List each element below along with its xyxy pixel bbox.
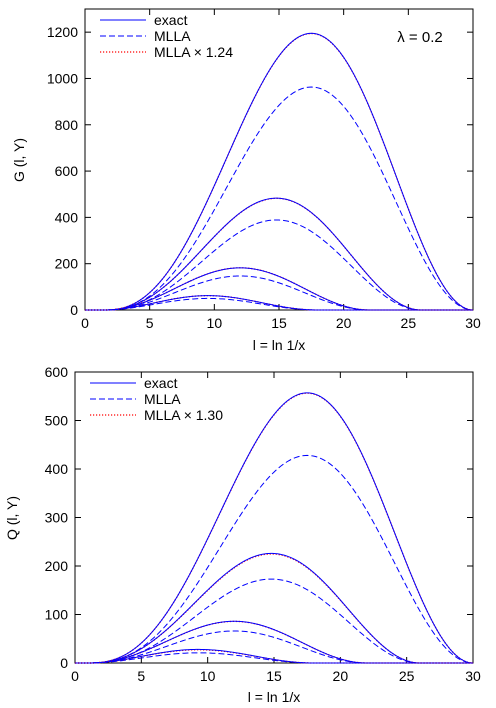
series-line-dotted <box>85 32 474 311</box>
y-tick-label: 400 <box>55 209 79 225</box>
series-line-dashed <box>75 652 473 664</box>
y-tick-label: 500 <box>45 413 69 429</box>
curves <box>75 392 474 664</box>
y-tick-label: 0 <box>60 655 68 671</box>
y-axis-label: Q (l, Y) <box>4 496 20 540</box>
x-tick-label: 20 <box>333 668 349 684</box>
series-line-solid <box>85 295 473 311</box>
legend-label: MLLA <box>154 28 191 44</box>
x-tick-label: 5 <box>146 315 154 331</box>
series-line-dashed <box>75 578 473 664</box>
x-tick-label: 0 <box>81 315 89 331</box>
y-ticks: 0 100 200 300 400 500 600 <box>45 364 473 671</box>
x-tick-label: 10 <box>200 668 216 684</box>
series-line-solid <box>75 648 473 664</box>
y-ticks: 0 200 400 600 800 1000 1200 <box>47 24 473 318</box>
y-tick-label: 100 <box>45 607 69 623</box>
x-tick-label: 25 <box>401 315 417 331</box>
y-tick-label: 400 <box>45 461 69 477</box>
plot-frame <box>84 8 474 311</box>
y-tick-label: 800 <box>55 117 79 133</box>
plot-frame <box>74 371 474 664</box>
x-axis-label: l = ln 1/x <box>248 689 301 705</box>
series-line-solid <box>75 392 474 664</box>
legend-label: MLLA <box>144 391 181 407</box>
series-line-solid <box>85 32 474 311</box>
y-tick-label: 200 <box>55 256 79 272</box>
y-tick-label: 300 <box>45 510 69 526</box>
y-tick-label: 1000 <box>47 70 78 86</box>
series-line-dashed <box>85 86 474 311</box>
series-line-dotted <box>75 620 473 664</box>
x-tick-label: 25 <box>399 668 415 684</box>
x-tick-label: 20 <box>336 315 352 331</box>
legend-label: MLLA × 1.24 <box>154 44 233 60</box>
x-tick-label: 5 <box>137 668 145 684</box>
x-ticks: 0 5 10 15 20 25 30 <box>81 9 481 331</box>
series-line-dotted <box>85 197 473 311</box>
series-line-solid <box>85 197 473 311</box>
x-tick-label: 10 <box>207 315 223 331</box>
y-tick-label: 200 <box>45 558 69 574</box>
legend-label: exact <box>154 12 188 28</box>
x-tick-label: 15 <box>271 315 287 331</box>
series-line-dotted <box>75 553 473 664</box>
series-line-dashed <box>75 630 473 664</box>
y-tick-label: 600 <box>55 163 79 179</box>
x-tick-label: 0 <box>71 668 79 684</box>
y-tick-label: 0 <box>70 302 78 318</box>
lambda-annotation: λ = 0.2 <box>397 29 442 46</box>
chart-panel-g: 0 5 10 15 20 25 30 0 200 400 600 800 1000 1200 exact… <box>11 8 481 353</box>
x-tick-label: 15 <box>266 668 282 684</box>
series-line-dotted <box>75 392 474 664</box>
x-ticks: 0 5 10 15 20 25 30 <box>71 372 481 684</box>
y-tick-label: 1200 <box>47 24 78 40</box>
series-line-dashed <box>75 454 474 664</box>
x-tick-label: 30 <box>465 668 481 684</box>
x-tick-label: 30 <box>465 315 481 331</box>
x-axis-label: l = ln 1/x <box>253 337 306 353</box>
y-axis-label: G (l, Y) <box>11 138 27 182</box>
legend-label: MLLA × 1.30 <box>144 407 223 423</box>
curves <box>85 32 474 311</box>
y-tick-label: 600 <box>45 364 69 380</box>
legend-label: exact <box>144 375 178 391</box>
series-line-solid <box>75 620 473 664</box>
series-line-dashed <box>85 219 473 311</box>
series-line-solid <box>75 552 473 664</box>
